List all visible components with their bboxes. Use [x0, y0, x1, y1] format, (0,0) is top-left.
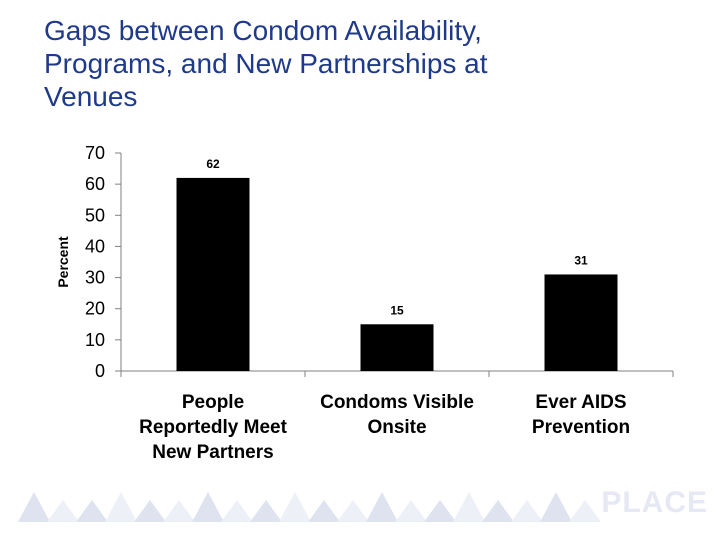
category-label-0-line-1: Reportedly Meet: [139, 417, 287, 438]
footer-triangle-16: [482, 500, 514, 522]
y-tick-label-40: 40: [85, 236, 105, 256]
footer-triangle-5: [163, 500, 195, 522]
place-logo: PLACE: [601, 486, 708, 519]
y-tick-label-30: 30: [85, 268, 105, 288]
bar-0: [176, 177, 250, 371]
footer-triangle-pattern: [18, 492, 601, 522]
footer-triangle-12: [366, 492, 398, 522]
footer-triangle-1: [47, 500, 79, 522]
footer-triangle-3: [105, 492, 137, 522]
category-label-0-line-0: People: [181, 392, 245, 413]
bar-chart: 0 10 20 30 40 50 60 70 Percent 62 15 31: [55, 143, 674, 381]
y-tick-label-70: 70: [85, 143, 105, 163]
category-label-1: Condoms Visible Onsite: [302, 390, 492, 440]
y-tick-label-50: 50: [85, 205, 105, 225]
footer-triangle-0: [18, 492, 50, 522]
footer-triangle-18: [540, 492, 572, 522]
footer-triangle-17: [511, 500, 543, 522]
y-tick-label-60: 60: [85, 174, 105, 194]
category-label-2-line-1: Prevention: [531, 417, 631, 438]
title-line-1: Gaps between Condom Availability,: [44, 15, 482, 46]
footer-triangle-14: [424, 500, 456, 522]
category-label-2: Ever AIDS Prevention: [486, 390, 676, 440]
y-axis-title: Percent: [55, 236, 71, 288]
footer-triangle-2: [76, 500, 108, 522]
footer-triangle-9: [279, 492, 311, 522]
footer-triangle-7: [221, 500, 253, 522]
slide-title: Gaps between Condom Availability, Progra…: [44, 14, 684, 113]
y-tick-label-10: 10: [85, 330, 105, 350]
title-line-3: Venues: [44, 81, 138, 112]
footer-triangle-6: [192, 492, 224, 522]
footer-triangle-13: [395, 500, 427, 522]
title-line-2: Programs, and New Partnerships at: [44, 48, 488, 79]
footer-triangle-11: [337, 500, 369, 522]
category-label-0-line-2: New Partners: [152, 442, 274, 463]
data-label-1: 15: [390, 303, 404, 317]
footer-triangle-8: [250, 500, 282, 522]
footer-triangle-4: [134, 500, 166, 522]
bar-2: [544, 274, 618, 371]
category-label-1-line-1: Onsite: [367, 417, 427, 438]
bar-1: [360, 324, 434, 371]
category-label-1-line-0: Condoms Visible: [320, 392, 474, 413]
footer-triangle-10: [308, 500, 340, 522]
category-label-2-line-0: Ever AIDS: [535, 392, 627, 413]
y-tick-label-20: 20: [85, 299, 105, 319]
data-label-0: 62: [206, 157, 220, 171]
footer-triangle-19: [569, 500, 601, 522]
category-label-0: People Reportedly Meet New Partners: [118, 390, 308, 465]
footer-triangle-15: [453, 492, 485, 522]
data-label-2: 31: [574, 253, 588, 267]
y-tick-label-0: 0: [95, 361, 105, 381]
